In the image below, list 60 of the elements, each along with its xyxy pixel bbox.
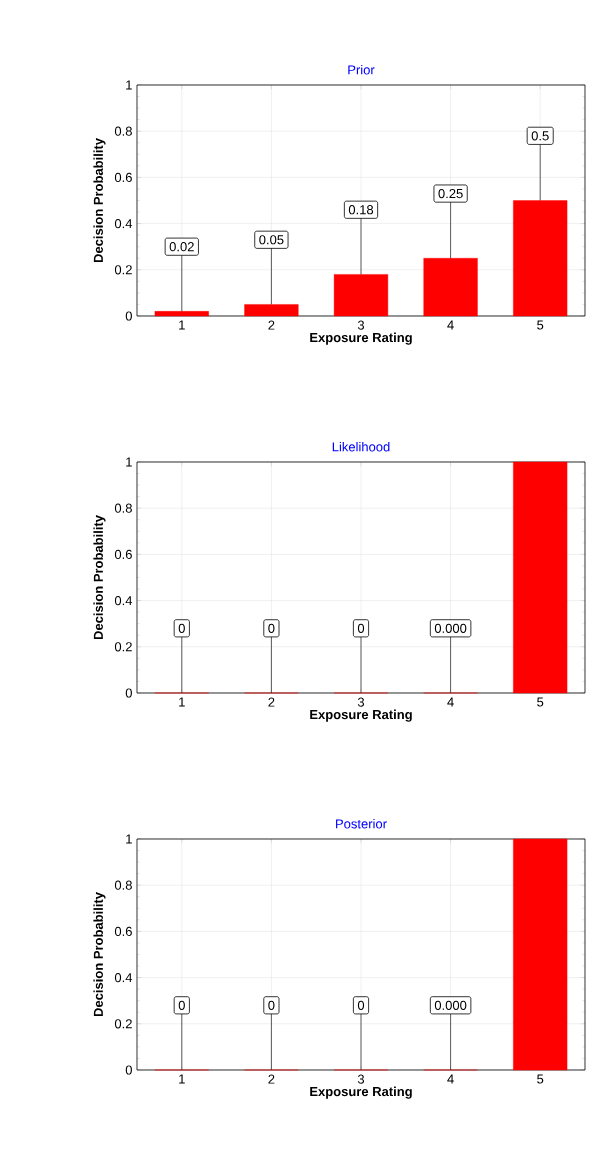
y-tick-label: 0.8	[114, 880, 132, 890]
chart-title: Likelihood	[332, 441, 390, 452]
y-axis-title: Decision Probability	[93, 138, 106, 263]
y-tick-label: 0.2	[114, 265, 132, 275]
data-label: 0.000	[434, 623, 467, 633]
data-label: 0.05	[259, 235, 284, 245]
data-label: 0.000	[434, 1000, 467, 1010]
data-label: 0.18	[348, 205, 374, 215]
y-tick-label: 0.4	[114, 218, 133, 229]
y-tick-label: 1	[126, 457, 132, 467]
x-tick-label: 4	[447, 320, 454, 330]
x-tick-label: 3	[357, 1074, 365, 1084]
y-tick-label: 0.2	[114, 642, 132, 652]
bar	[423, 258, 478, 317]
y-tick-label: 0.8	[114, 126, 132, 136]
y-tick-label: 1	[126, 834, 132, 844]
bar	[333, 274, 389, 317]
y-axis-title: Decision Probability	[93, 515, 106, 640]
y-tick-label: 0.4	[114, 972, 133, 983]
x-tick-label: 5	[537, 1074, 544, 1084]
y-tick-label: 0.4	[114, 595, 133, 606]
y-tick-label: 0	[125, 311, 132, 321]
bar	[244, 304, 299, 317]
x-axis-title: Exposure Rating	[310, 1086, 412, 1099]
data-label: 0.02	[169, 242, 194, 252]
y-tick-label: 0.2	[114, 1019, 132, 1029]
chart-title: Prior	[348, 64, 375, 75]
y-tick-label: 1	[126, 80, 132, 90]
x-tick-label: 2	[268, 1074, 275, 1084]
data-label: 0	[268, 1000, 275, 1010]
x-axis-title: Exposure Rating	[310, 709, 412, 722]
y-tick-label: 0.6	[114, 926, 132, 936]
x-tick-label: 5	[537, 320, 544, 330]
x-tick-label: 3	[357, 697, 365, 707]
data-label: 0.25	[438, 188, 463, 199]
x-tick-label: 3	[357, 320, 365, 330]
y-tick-label: 0.6	[114, 172, 132, 182]
data-label: 0.5	[531, 131, 549, 141]
data-label: 0	[178, 623, 185, 633]
y-tick-label: 0	[125, 688, 132, 698]
x-tick-label: 5	[537, 697, 544, 707]
y-tick-label: 0.6	[114, 549, 132, 559]
chart-title: Posterior	[336, 818, 387, 829]
data-label: 0	[178, 1000, 185, 1010]
x-tick-label: 1	[179, 1074, 185, 1084]
y-tick-label: 0	[125, 1065, 132, 1075]
x-tick-label: 4	[447, 697, 454, 707]
bar	[513, 200, 568, 317]
data-label: 0	[268, 623, 275, 633]
x-tick-label: 1	[179, 697, 185, 707]
y-axis-title: Decision Probability	[93, 892, 106, 1017]
x-axis-title: Exposure Rating	[310, 332, 412, 345]
x-tick-label: 1	[179, 320, 185, 330]
x-tick-label: 2	[268, 320, 275, 330]
y-tick-label: 0.8	[114, 503, 132, 513]
bar	[154, 311, 209, 317]
x-tick-label: 4	[447, 1074, 454, 1084]
data-label: 0	[357, 623, 365, 633]
data-label: 0	[357, 1000, 365, 1010]
x-tick-label: 2	[268, 697, 275, 707]
